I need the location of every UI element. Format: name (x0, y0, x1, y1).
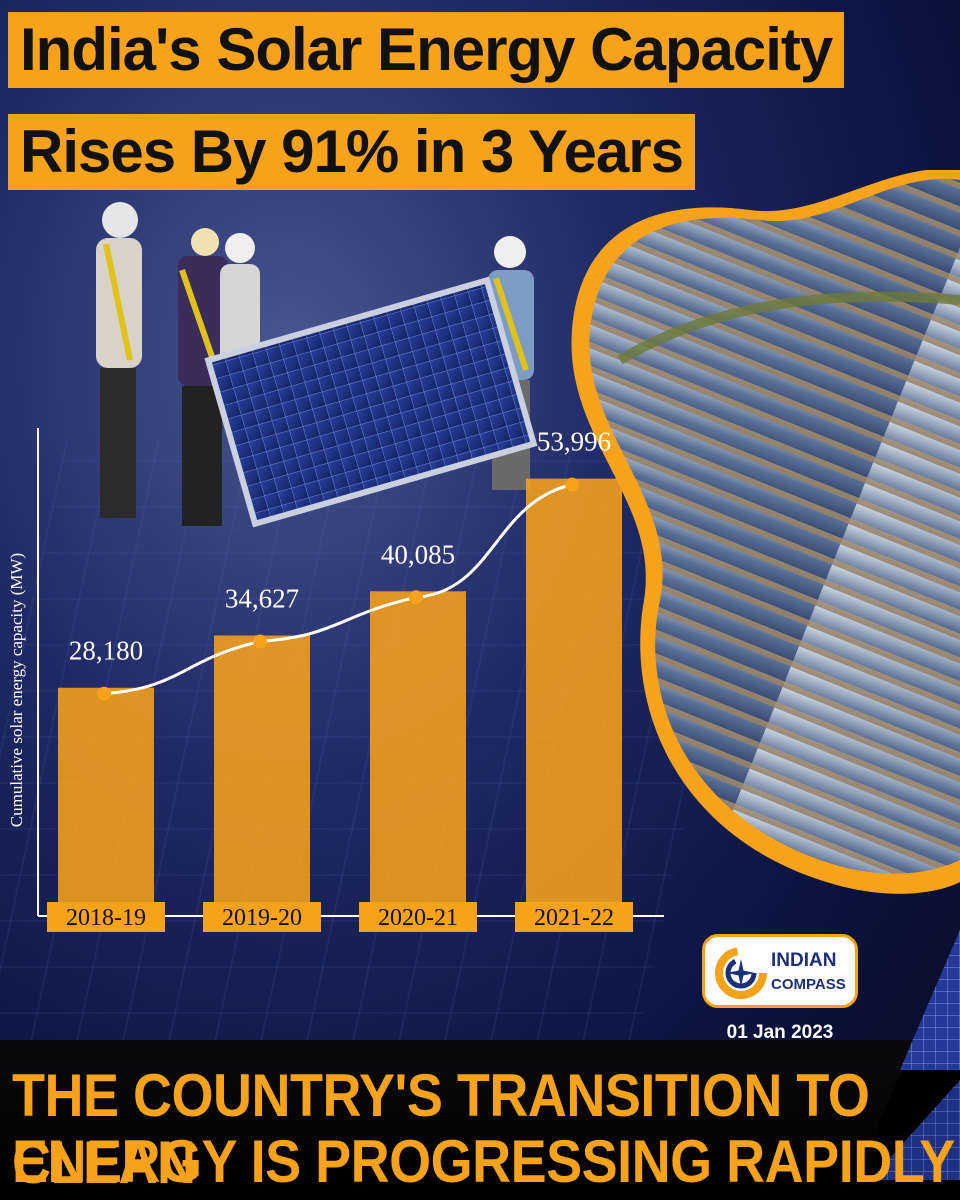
x-tick-label: 2020-21 (378, 905, 458, 931)
publish-date: 01 Jan 2023 (726, 1022, 834, 1043)
logo-text-compass: COMPASS (771, 976, 846, 993)
trend-line (97, 477, 579, 701)
trend-point (97, 686, 111, 701)
footer-band (0, 1040, 960, 1200)
x-tick-label-box (203, 902, 321, 932)
bar-2021-22 (526, 478, 622, 916)
tagline-line2: ENERGY IS PROGRESSING RAPIDLY (12, 1128, 955, 1196)
bar-2020-21 (370, 591, 466, 916)
page-title-line2: Rises By 91% in 3 Years (8, 114, 696, 190)
logo-text-indian: INDIAN (771, 950, 837, 971)
compass-icon (715, 947, 767, 999)
x-tick-label: 2021-22 (534, 905, 614, 931)
data-label: 28,180 (69, 636, 143, 666)
workers-with-solar-panel-image (96, 202, 538, 528)
bar-2019-20 (214, 635, 310, 916)
y-axis-label: Cumulative solar energy capacity (MW) (7, 553, 26, 827)
trend-point (565, 477, 579, 492)
solar-panels-corner-image (860, 920, 960, 1200)
solar-capacity-bar-chart: 2018-19 28,180 2019-20 34,627 2020-21 40,085 2… (7, 427, 664, 932)
bar-2018-19 (58, 687, 154, 916)
trend-point (253, 634, 267, 649)
data-label: 40,085 (381, 539, 455, 569)
x-tick-label: 2019-20 (222, 905, 302, 931)
indian-compass-logo: INDIAN COMPASS (702, 934, 858, 1008)
x-tick-label-box (359, 902, 477, 932)
data-label: 53,996 (537, 427, 611, 457)
x-tick-label: 2018-19 (66, 905, 146, 931)
solar-farm-aerial-image (571, 170, 960, 894)
x-tick-label-box (47, 902, 165, 932)
tagline-line1: THE COUNTRY'S TRANSITION TO CLEAN (12, 1062, 870, 1197)
data-label: 34,627 (225, 584, 299, 614)
chart-labels: 2018-19 28,180 2019-20 34,627 2020-21 40,085 2… (47, 427, 633, 932)
x-tick-label-box (515, 902, 633, 932)
trend-point (409, 590, 423, 605)
page-title-line1: India's Solar Energy Capacity (8, 12, 845, 88)
chart-bars (58, 478, 622, 916)
trend-curve (103, 483, 573, 696)
